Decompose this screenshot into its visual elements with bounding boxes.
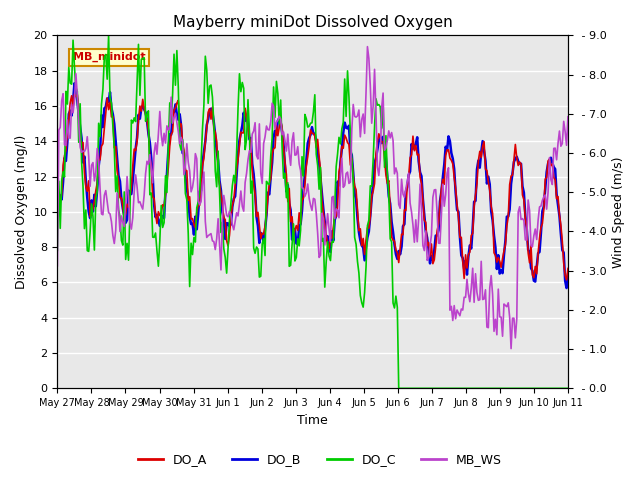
Text: MB_minidot: MB_minidot [73, 52, 145, 62]
Title: Mayberry miniDot Dissolved Oxygen: Mayberry miniDot Dissolved Oxygen [173, 15, 452, 30]
Y-axis label: Dissolved Oxygen (mg/l): Dissolved Oxygen (mg/l) [15, 135, 28, 289]
Y-axis label: Wind Speed (m/s): Wind Speed (m/s) [612, 156, 625, 267]
Legend: DO_A, DO_B, DO_C, MB_WS: DO_A, DO_B, DO_C, MB_WS [133, 448, 507, 471]
X-axis label: Time: Time [298, 414, 328, 427]
